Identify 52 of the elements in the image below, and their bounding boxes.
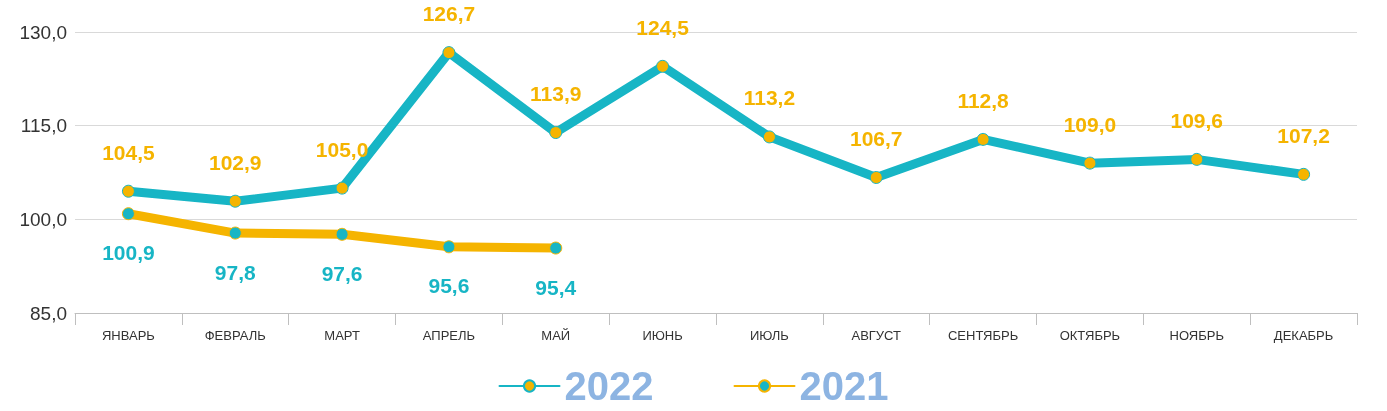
data-label: 102,9 [208,150,262,174]
data-label: 106,7 [849,127,903,150]
data-label: 100,9 [102,241,155,265]
x-tick-label: ИЮЛЬ [749,328,789,343]
x-tick-label: МАРТ [324,328,360,343]
point [1190,152,1204,166]
data-label: 126,7 [422,2,476,26]
x-tick-label: АПРЕЛЬ [422,328,476,343]
x-tick-label: СЕНТЯБРЬ [947,328,1019,343]
data-label: 104,5 [102,140,156,164]
point [121,207,135,221]
y-tick-label: 115,0 [20,115,67,137]
x-tick-label: ОКТЯБРЬ [1059,328,1121,343]
point [549,126,563,140]
data-label: 109,6 [1170,108,1224,132]
data-label: 124,5 [636,15,690,39]
x-tick-label: АВГУСТ [851,328,902,343]
data-label: 97,8 [214,260,257,284]
y-tick-label: 85,0 [30,302,67,324]
data-label: 109,0 [1063,112,1117,136]
point [976,132,990,146]
x-tick-label: ИЮНЬ [642,328,683,343]
point [121,184,135,198]
legend-label: 2022 [564,364,654,408]
data-label: 95,4 [535,275,577,299]
point [656,59,670,73]
point [1297,167,1311,181]
x-tick-label: ЯНВАРЬ [101,328,155,343]
x-tick-label: ДЕКАБРЬ [1273,328,1334,343]
point [549,241,563,255]
point [442,46,456,60]
point [228,226,242,240]
data-label: 97,6 [321,261,363,285]
data-label: 95,6 [428,274,470,298]
x-tick-label: ФЕВРАЛЬ [204,328,266,343]
point [442,240,456,254]
x-tick-label: НОЯБРЬ [1169,328,1224,343]
point [1083,156,1097,170]
data-label: 112,8 [957,88,1010,112]
point [335,227,349,241]
data-label: 113,9 [530,82,582,106]
point [762,130,776,144]
y-tick-label: 100,0 [19,208,67,230]
x-tick-label: МАЙ [541,328,571,343]
point [869,171,883,184]
point [228,194,242,208]
data-label: 105,0 [315,137,369,161]
y-tick-label: 130,0 [19,21,67,43]
point [335,181,349,195]
legend-label: 2021 [799,364,889,408]
data-label: 113,2 [743,86,796,110]
data-label: 107,2 [1277,123,1330,147]
